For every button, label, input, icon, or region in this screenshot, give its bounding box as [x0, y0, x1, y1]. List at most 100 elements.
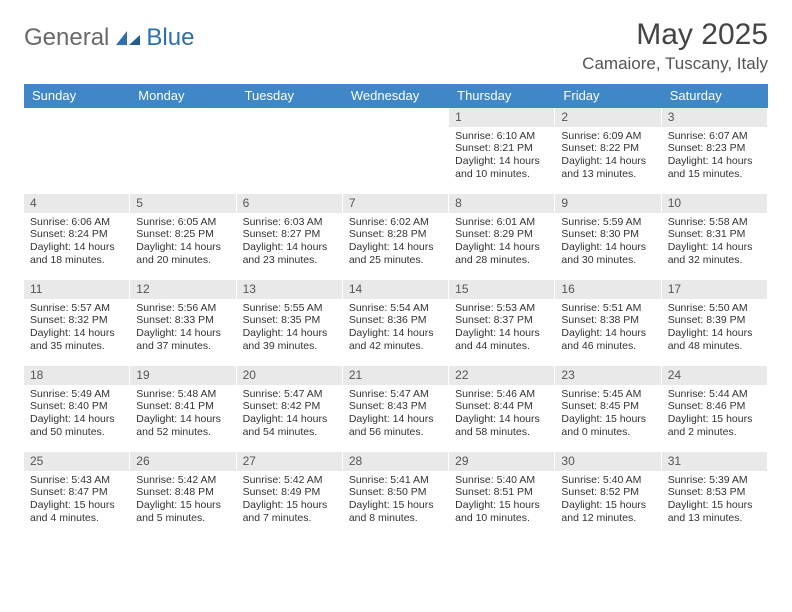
brand-logo: General Blue	[24, 24, 194, 52]
daylight-text: Daylight: 14 hours and 42 minutes.	[349, 327, 442, 353]
sunset-text: Sunset: 8:53 PM	[668, 486, 761, 499]
calendar-cell: 28Sunrise: 5:41 AMSunset: 8:50 PMDayligh…	[343, 452, 449, 538]
day-number	[130, 108, 235, 130]
day-number: 8	[449, 194, 554, 213]
day-details: Sunrise: 5:47 AMSunset: 8:43 PMDaylight:…	[343, 385, 448, 443]
sunset-text: Sunset: 8:21 PM	[455, 142, 548, 155]
sunrise-text: Sunrise: 5:55 AM	[243, 302, 336, 315]
day-details: Sunrise: 5:51 AMSunset: 8:38 PMDaylight:…	[555, 299, 660, 357]
day-number: 30	[555, 452, 660, 471]
day-number	[24, 108, 129, 130]
sunset-text: Sunset: 8:32 PM	[30, 314, 123, 327]
day-number: 20	[237, 366, 342, 385]
calendar-cell: 23Sunrise: 5:45 AMSunset: 8:45 PMDayligh…	[555, 366, 661, 452]
day-details: Sunrise: 5:49 AMSunset: 8:40 PMDaylight:…	[24, 385, 129, 443]
daylight-text: Daylight: 15 hours and 0 minutes.	[561, 413, 654, 439]
day-number: 15	[449, 280, 554, 299]
daylight-text: Daylight: 14 hours and 20 minutes.	[136, 241, 229, 267]
day-details: Sunrise: 5:44 AMSunset: 8:46 PMDaylight:…	[662, 385, 767, 443]
daylight-text: Daylight: 14 hours and 37 minutes.	[136, 327, 229, 353]
day-details: Sunrise: 5:41 AMSunset: 8:50 PMDaylight:…	[343, 471, 448, 529]
day-number: 2	[555, 108, 660, 127]
day-details: Sunrise: 5:55 AMSunset: 8:35 PMDaylight:…	[237, 299, 342, 357]
weekday-header: Monday	[130, 84, 236, 108]
calendar-cell: 17Sunrise: 5:50 AMSunset: 8:39 PMDayligh…	[662, 280, 768, 366]
calendar-cell: 9Sunrise: 5:59 AMSunset: 8:30 PMDaylight…	[555, 194, 661, 280]
sunrise-text: Sunrise: 5:51 AM	[561, 302, 654, 315]
daylight-text: Daylight: 15 hours and 2 minutes.	[668, 413, 761, 439]
sunset-text: Sunset: 8:40 PM	[30, 400, 123, 413]
daylight-text: Daylight: 15 hours and 13 minutes.	[668, 499, 761, 525]
brand-blue: Blue	[146, 24, 194, 52]
day-number: 22	[449, 366, 554, 385]
daylight-text: Daylight: 14 hours and 56 minutes.	[349, 413, 442, 439]
day-number: 23	[555, 366, 660, 385]
sunrise-text: Sunrise: 5:42 AM	[243, 474, 336, 487]
sunrise-text: Sunrise: 5:50 AM	[668, 302, 761, 315]
calendar-cell	[24, 108, 130, 194]
calendar-cell: 11Sunrise: 5:57 AMSunset: 8:32 PMDayligh…	[24, 280, 130, 366]
daylight-text: Daylight: 14 hours and 58 minutes.	[455, 413, 548, 439]
calendar-cell: 2Sunrise: 6:09 AMSunset: 8:22 PMDaylight…	[555, 108, 661, 194]
day-number: 3	[662, 108, 767, 127]
day-number: 27	[237, 452, 342, 471]
day-details: Sunrise: 5:54 AMSunset: 8:36 PMDaylight:…	[343, 299, 448, 357]
sunrise-text: Sunrise: 5:47 AM	[349, 388, 442, 401]
calendar-cell: 12Sunrise: 5:56 AMSunset: 8:33 PMDayligh…	[130, 280, 236, 366]
calendar-cell: 13Sunrise: 5:55 AMSunset: 8:35 PMDayligh…	[237, 280, 343, 366]
calendar-cell: 24Sunrise: 5:44 AMSunset: 8:46 PMDayligh…	[662, 366, 768, 452]
sunset-text: Sunset: 8:30 PM	[561, 228, 654, 241]
sunset-text: Sunset: 8:50 PM	[349, 486, 442, 499]
header: General Blue May 2025 Camaiore, Tuscany,…	[24, 18, 768, 74]
sunset-text: Sunset: 8:38 PM	[561, 314, 654, 327]
sunrise-text: Sunrise: 6:07 AM	[668, 130, 761, 143]
day-details: Sunrise: 6:06 AMSunset: 8:24 PMDaylight:…	[24, 213, 129, 271]
day-number: 13	[237, 280, 342, 299]
month-title: May 2025	[582, 18, 768, 52]
day-number: 12	[130, 280, 235, 299]
daylight-text: Daylight: 14 hours and 25 minutes.	[349, 241, 442, 267]
day-details: Sunrise: 5:56 AMSunset: 8:33 PMDaylight:…	[130, 299, 235, 357]
weekday-header: Sunday	[24, 84, 130, 108]
calendar-cell: 22Sunrise: 5:46 AMSunset: 8:44 PMDayligh…	[449, 366, 555, 452]
calendar-cell: 21Sunrise: 5:47 AMSunset: 8:43 PMDayligh…	[343, 366, 449, 452]
daylight-text: Daylight: 15 hours and 7 minutes.	[243, 499, 336, 525]
day-details: Sunrise: 6:01 AMSunset: 8:29 PMDaylight:…	[449, 213, 554, 271]
sunrise-text: Sunrise: 6:10 AM	[455, 130, 548, 143]
sunset-text: Sunset: 8:25 PM	[136, 228, 229, 241]
weekday-header: Thursday	[449, 84, 555, 108]
sunset-text: Sunset: 8:44 PM	[455, 400, 548, 413]
day-number: 11	[24, 280, 129, 299]
sunrise-text: Sunrise: 5:47 AM	[243, 388, 336, 401]
day-number: 19	[130, 366, 235, 385]
day-details: Sunrise: 6:09 AMSunset: 8:22 PMDaylight:…	[555, 127, 660, 185]
calendar-body: 1Sunrise: 6:10 AMSunset: 8:21 PMDaylight…	[24, 108, 768, 538]
day-number: 16	[555, 280, 660, 299]
calendar-cell	[237, 108, 343, 194]
sunrise-text: Sunrise: 6:01 AM	[455, 216, 548, 229]
calendar-cell: 18Sunrise: 5:49 AMSunset: 8:40 PMDayligh…	[24, 366, 130, 452]
sunset-text: Sunset: 8:48 PM	[136, 486, 229, 499]
day-details: Sunrise: 5:53 AMSunset: 8:37 PMDaylight:…	[449, 299, 554, 357]
weekday-header: Tuesday	[237, 84, 343, 108]
calendar-cell: 25Sunrise: 5:43 AMSunset: 8:47 PMDayligh…	[24, 452, 130, 538]
location: Camaiore, Tuscany, Italy	[582, 54, 768, 74]
daylight-text: Daylight: 14 hours and 52 minutes.	[136, 413, 229, 439]
sunrise-text: Sunrise: 5:40 AM	[455, 474, 548, 487]
day-details: Sunrise: 5:46 AMSunset: 8:44 PMDaylight:…	[449, 385, 554, 443]
day-number: 14	[343, 280, 448, 299]
sunrise-text: Sunrise: 5:44 AM	[668, 388, 761, 401]
sunset-text: Sunset: 8:45 PM	[561, 400, 654, 413]
sunset-text: Sunset: 8:52 PM	[561, 486, 654, 499]
calendar-cell: 4Sunrise: 6:06 AMSunset: 8:24 PMDaylight…	[24, 194, 130, 280]
weekday-header: Friday	[555, 84, 661, 108]
day-number: 31	[662, 452, 767, 471]
sunrise-text: Sunrise: 6:02 AM	[349, 216, 442, 229]
calendar-cell: 14Sunrise: 5:54 AMSunset: 8:36 PMDayligh…	[343, 280, 449, 366]
calendar-cell: 27Sunrise: 5:42 AMSunset: 8:49 PMDayligh…	[237, 452, 343, 538]
day-number	[343, 108, 448, 130]
calendar-cell	[343, 108, 449, 194]
daylight-text: Daylight: 15 hours and 10 minutes.	[455, 499, 548, 525]
daylight-text: Daylight: 14 hours and 35 minutes.	[30, 327, 123, 353]
sunrise-text: Sunrise: 5:59 AM	[561, 216, 654, 229]
